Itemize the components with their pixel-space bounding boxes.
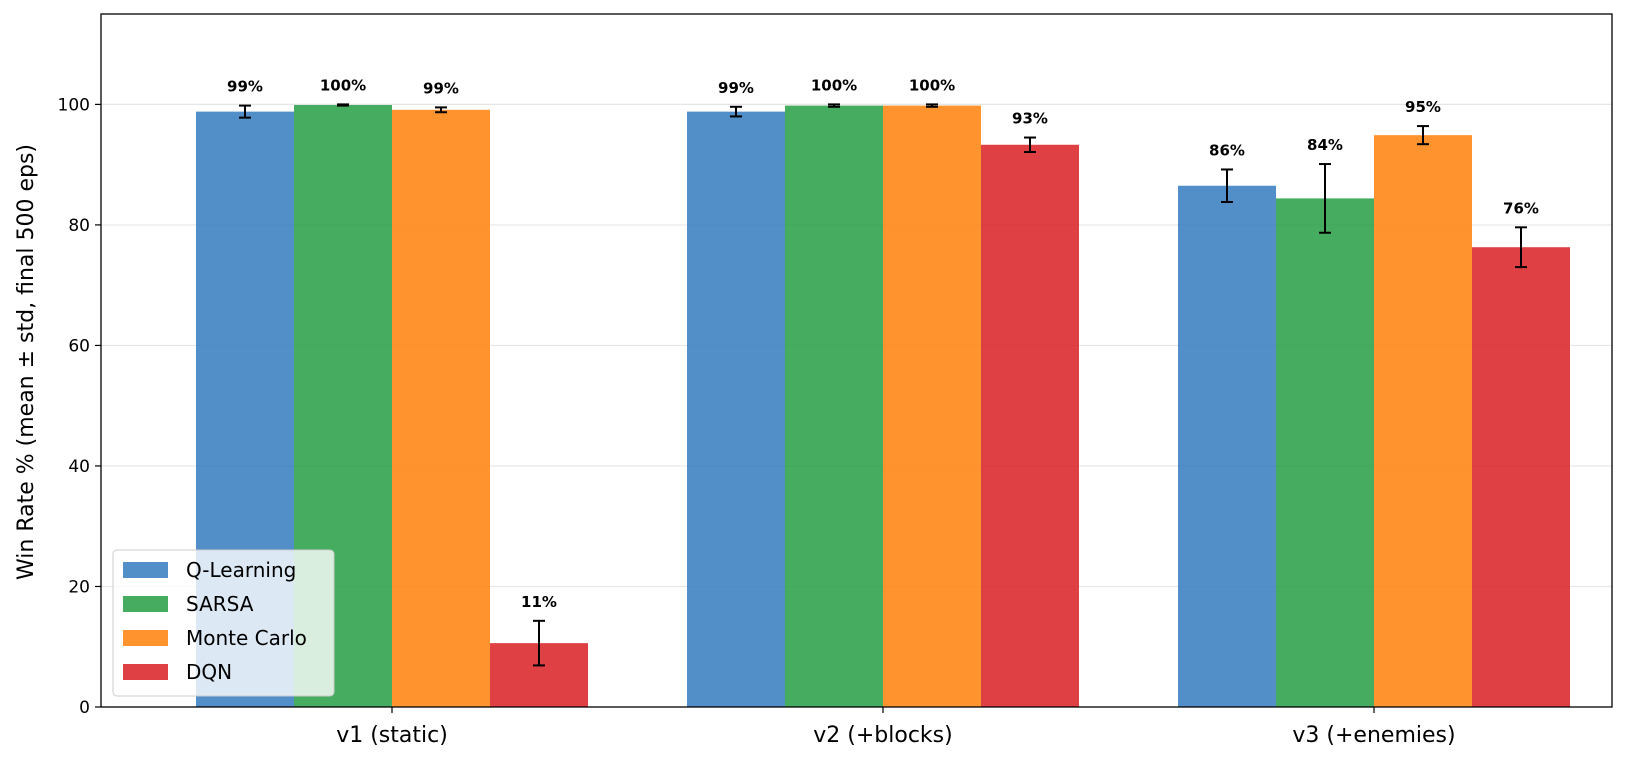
legend-label: DQN [186, 660, 232, 684]
bar [883, 105, 981, 708]
bars [196, 104, 1570, 708]
y-tick-label: 40 [68, 457, 90, 477]
bar [687, 111, 785, 707]
y-tick-label: 80 [68, 216, 90, 236]
data-label: 95% [1405, 98, 1441, 116]
bar [1178, 185, 1276, 708]
data-label: 86% [1209, 141, 1245, 159]
y-tick-label: 20 [68, 577, 90, 597]
legend: Q-Learning SARSA Monte Carlo DQN [112, 549, 335, 697]
y-axis-title: Win Rate % (mean ± std, final 500 eps) [14, 144, 39, 580]
bar [1276, 198, 1374, 707]
legend-box [112, 549, 335, 697]
x-tick-label: v3 (+enemies) [1292, 723, 1455, 748]
data-label: 100% [909, 76, 955, 94]
bar [392, 109, 490, 708]
y-tick-label: 0 [79, 698, 90, 718]
data-label: 100% [320, 76, 366, 94]
error-bars [239, 103, 1527, 667]
y-tick-label: 60 [68, 336, 90, 356]
legend-label: SARSA [186, 592, 254, 616]
data-label: 99% [227, 78, 263, 96]
x-tick-label: v2 (+blocks) [813, 723, 952, 748]
legend-label: Monte Carlo [186, 626, 307, 650]
bar [1472, 247, 1570, 707]
bar [1374, 135, 1472, 708]
data-label: 99% [423, 79, 459, 97]
data-label: 84% [1307, 136, 1343, 154]
data-label: 99% [718, 79, 754, 97]
data-labels: 99% 99% 86% 100% 100% 84% 99% 100% 95% 11% 93% 76% [227, 76, 1539, 610]
legend-swatch [123, 596, 168, 612]
legend-label: Q-Learning [186, 558, 296, 582]
y-tick-label: 100 [58, 95, 90, 115]
data-label: 11% [521, 593, 557, 611]
data-label: 100% [811, 76, 857, 94]
legend-swatch [123, 664, 168, 680]
x-axis-ticks: v1 (static) v2 (+blocks) v3 (+enemies) [336, 707, 1456, 748]
y-axis-ticks: 0 20 40 60 80 100 [58, 95, 101, 718]
bar [981, 144, 1079, 707]
plot-frame [100, 13, 1613, 708]
x-tick-label: v1 (static) [336, 723, 448, 748]
bar [785, 105, 883, 708]
legend-swatch [123, 562, 168, 578]
data-label: 76% [1503, 199, 1539, 217]
legend-swatch [123, 630, 168, 646]
data-label: 93% [1012, 110, 1048, 128]
